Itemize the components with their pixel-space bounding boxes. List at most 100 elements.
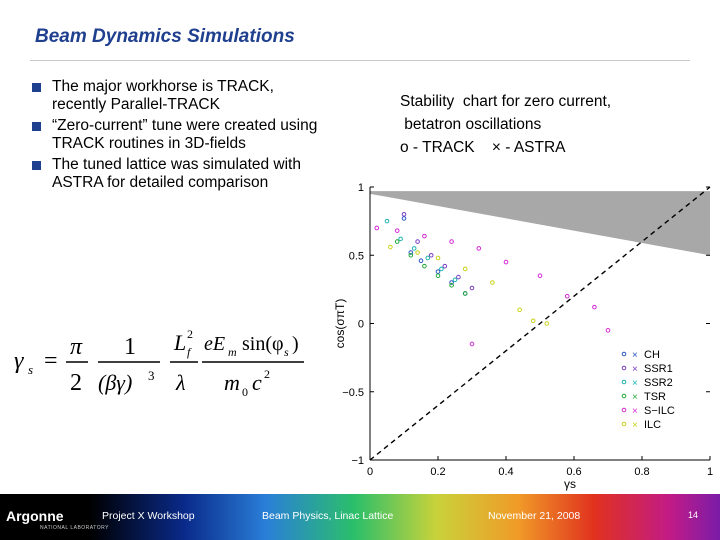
legend-label: CH bbox=[644, 349, 660, 361]
data-point bbox=[462, 266, 468, 272]
data-point bbox=[530, 318, 536, 324]
formula-eE-sub: m bbox=[228, 345, 237, 359]
legend-label: SSR2 bbox=[644, 377, 673, 389]
data-point bbox=[449, 239, 454, 244]
x-axis-label: γs bbox=[564, 477, 576, 491]
data-point bbox=[411, 246, 417, 251]
data-point bbox=[401, 216, 407, 221]
data-point bbox=[592, 304, 597, 310]
y-tick-label: 1 bbox=[358, 182, 364, 194]
formula-two: 2 bbox=[70, 370, 82, 396]
data-point bbox=[422, 233, 427, 239]
formula-sin-close: ) bbox=[292, 333, 299, 355]
formula-lhs: γ bbox=[14, 348, 24, 374]
data-point bbox=[449, 280, 454, 285]
footer-topic: Beam Physics, Linac Lattice bbox=[262, 510, 394, 522]
formula-c: c bbox=[252, 370, 262, 395]
legend-label: ILC bbox=[644, 419, 661, 431]
stability-chart-caption: Stability chart for zero current, betatr… bbox=[400, 90, 611, 159]
bullet-item: The major workhorse is TRACK, recently P… bbox=[32, 78, 332, 114]
data-point bbox=[564, 293, 570, 299]
x-tick-label: 0.4 bbox=[498, 466, 513, 478]
y-tick-label: 0.5 bbox=[349, 250, 364, 262]
bullet-text: The major workhorse is TRACK, recently P… bbox=[52, 78, 274, 113]
formula-m: m bbox=[224, 370, 240, 395]
y-tick-label: 0 bbox=[358, 319, 364, 331]
stability-chart: 0 0.2 0.4 0.6 0.8 1 1 0.5 0 −0.5 −1 cos(σπT) γs × C… bbox=[333, 182, 713, 491]
data-point bbox=[469, 341, 475, 347]
formula-pi: π bbox=[70, 334, 83, 360]
legend-marker-x: × bbox=[632, 420, 638, 431]
formula-lambda: λ bbox=[175, 370, 186, 395]
x-tick-label: 0.6 bbox=[566, 466, 581, 478]
bullet-list: The major workhorse is TRACK, recently P… bbox=[32, 78, 332, 195]
bullet-item: The tuned lattice was simulated with AST… bbox=[32, 156, 332, 192]
bullet-item: “Zero-current” tune were created using T… bbox=[32, 117, 332, 153]
data-point bbox=[452, 277, 458, 283]
data-point bbox=[384, 218, 390, 224]
bullet-square-icon bbox=[32, 122, 41, 131]
data-point bbox=[425, 255, 431, 261]
formula-equals: = bbox=[44, 348, 58, 374]
x-tick-label: 0.8 bbox=[634, 466, 649, 478]
slide-title: Beam Dynamics Simulations bbox=[35, 26, 295, 47]
legend-marker bbox=[621, 379, 627, 385]
formula-L: L bbox=[173, 330, 186, 355]
data-point bbox=[408, 250, 414, 255]
footer-page-number: 14 bbox=[688, 510, 699, 520]
formula-c-sup: 2 bbox=[264, 367, 270, 381]
data-point bbox=[605, 328, 611, 333]
legend-marker-x: × bbox=[632, 364, 638, 375]
diagonal-dashed-line bbox=[369, 186, 711, 461]
legend-marker bbox=[621, 393, 627, 399]
bullet-square-icon bbox=[32, 161, 41, 170]
data-point bbox=[503, 259, 509, 265]
unstable-region bbox=[370, 191, 710, 256]
caption-line: betatron oscillations bbox=[400, 116, 542, 133]
data-point bbox=[422, 263, 427, 269]
formula-sin-sub: s bbox=[284, 345, 289, 359]
data-point bbox=[435, 269, 441, 274]
legend-marker bbox=[621, 365, 627, 371]
footer-date: November 21, 2008 bbox=[488, 510, 581, 522]
gamma-s-formula: γ s = π 2 1 (βγ) 3 L 2 f λ eE m sin(φ s … bbox=[14, 327, 304, 399]
formula-lhs-sub: s bbox=[28, 362, 33, 377]
legend-marker-x: × bbox=[632, 406, 638, 417]
footer-workshop: Project X Workshop bbox=[102, 510, 195, 522]
formula-L-sub: f bbox=[187, 345, 192, 359]
data-point bbox=[415, 239, 420, 244]
bullet-square-icon bbox=[32, 83, 41, 92]
caption-line: o - TRACK × - ASTRA bbox=[400, 139, 566, 156]
argonne-logo-sub: NATIONAL LABORATORY bbox=[40, 525, 109, 531]
data-point bbox=[394, 239, 400, 244]
data-point bbox=[442, 263, 448, 269]
chart-ticks: 0 0.2 0.4 0.6 0.8 1 1 0.5 0 −0.5 −1 bbox=[342, 182, 713, 478]
data-point bbox=[476, 246, 482, 251]
data-point bbox=[537, 273, 543, 279]
data-point bbox=[435, 273, 441, 279]
data-point bbox=[435, 255, 441, 261]
data-point bbox=[544, 321, 550, 326]
data-point bbox=[415, 250, 420, 255]
bullet-text: “Zero-current” tune were created using T… bbox=[52, 117, 318, 152]
data-point bbox=[388, 244, 393, 250]
y-axis-label: cos(σπT) bbox=[333, 299, 347, 349]
x-tick-label: 1 bbox=[707, 466, 713, 478]
formula-sin: sin(φ bbox=[242, 333, 284, 355]
x-tick-label: 0.2 bbox=[430, 466, 445, 478]
legend-marker-x: × bbox=[632, 350, 638, 361]
x-tick-label: 0 bbox=[367, 466, 373, 478]
data-point bbox=[517, 307, 522, 313]
title-divider bbox=[30, 60, 690, 61]
formula-m-sub: 0 bbox=[242, 385, 248, 399]
legend-marker-x: × bbox=[632, 392, 638, 403]
footer-bar: Argonne NATIONAL LABORATORY Project X Wo… bbox=[0, 494, 720, 540]
data-point bbox=[462, 291, 468, 296]
formula-L-sup: 2 bbox=[187, 327, 193, 341]
legend-label: TSR bbox=[644, 391, 666, 403]
y-tick-label: −1 bbox=[351, 455, 364, 467]
data-point bbox=[401, 212, 407, 217]
chart-points bbox=[374, 212, 611, 347]
y-tick-label: −0.5 bbox=[342, 387, 364, 399]
argonne-logo: Argonne bbox=[6, 508, 64, 524]
